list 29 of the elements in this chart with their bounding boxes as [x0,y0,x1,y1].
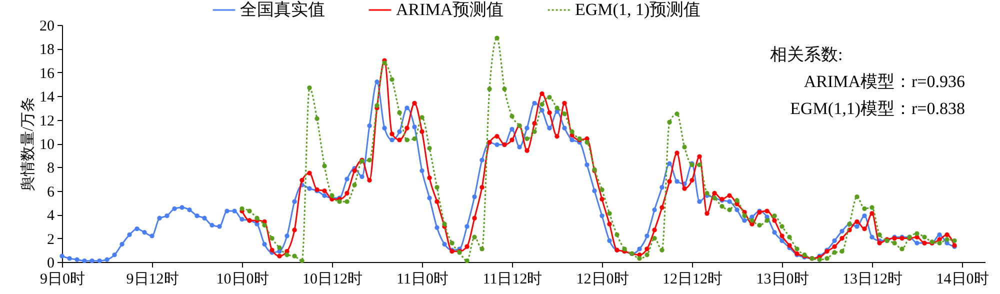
x-tick-label: 10日0时 [216,270,269,288]
annotation: ARIMA模型：r=0.936 [804,72,965,91]
y-axis-title: 舆情数量/万条 [20,96,36,192]
legend-label: ARIMA预测值 [396,0,504,19]
y-tick-label: 10 [40,137,54,153]
y-tick-label: 16 [40,66,55,82]
x-tick-label: 9日0时 [40,270,85,288]
x-tick-label: 11日12时 [482,270,542,288]
x-tick-label: 13日12时 [842,270,902,288]
x-tick-label: 13日0时 [756,270,809,288]
x-tick-label: 10日12时 [302,270,362,288]
x-tick-label: 11日0时 [396,270,448,288]
y-tick-label: 0 [47,256,54,272]
y-tick-label: 8 [47,160,54,177]
x-tick-label: 12日0时 [576,270,629,288]
y-tick-label: 12 [40,113,54,130]
annotation: EGM(1,1)模型：r=0.838 [790,99,965,118]
x-tick-label: 12日12时 [662,270,722,288]
legend-label: EGM(1, 1)预测值 [575,0,701,19]
x-tick-label: 9日12时 [126,270,179,288]
y-tick-label: 4 [47,208,55,224]
y-tick-label: 6 [47,184,55,200]
y-tick-label: 20 [40,18,54,34]
annotation: 相关系数: [770,45,843,64]
x-tick-label: 14日0时 [936,270,989,288]
y-tick-label: 18 [40,42,54,58]
legend-label: 全国真实值 [240,0,325,19]
y-tick-label: 14 [40,90,55,106]
y-tick-label: 2 [47,232,54,248]
